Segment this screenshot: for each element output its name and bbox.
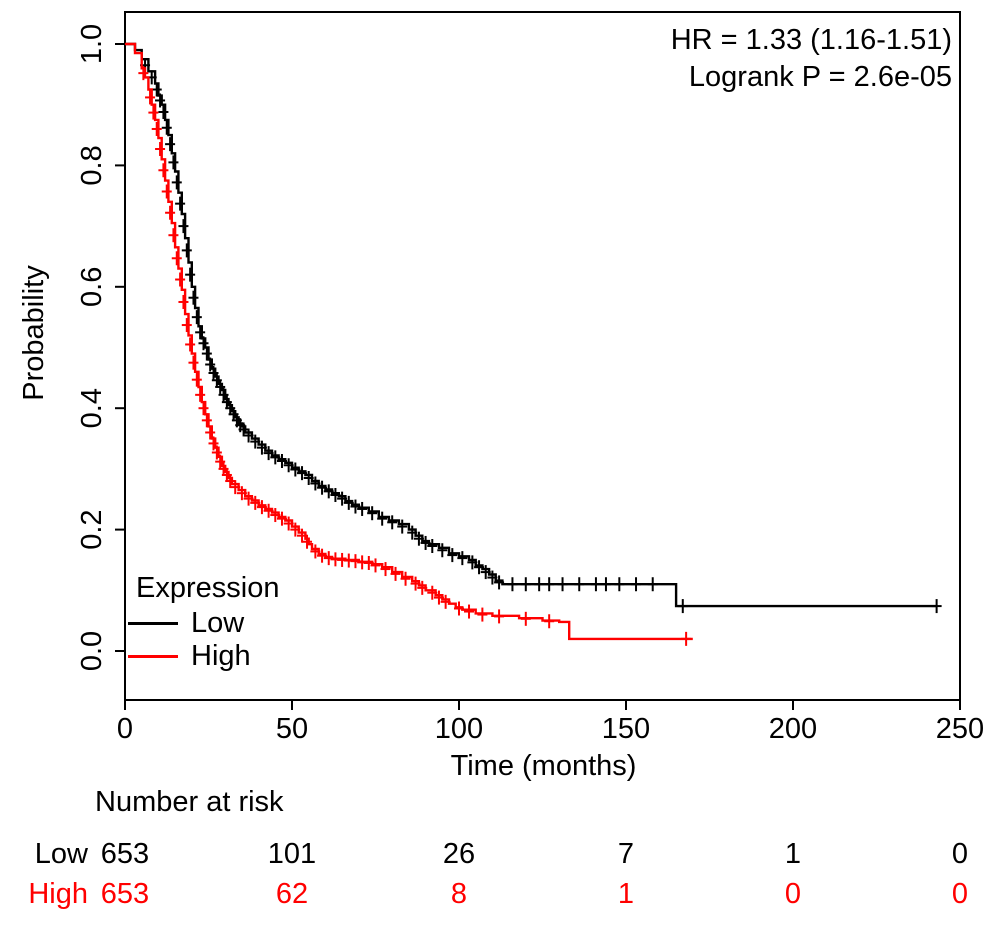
y-tick-label: 0.8 — [76, 145, 108, 185]
risk-value-high-t150: 1 — [617, 878, 635, 910]
risk-value-low-t250: 0 — [951, 838, 969, 870]
risk-value-low-t0: 653 — [100, 838, 150, 870]
x-tick-label: 50 — [276, 713, 308, 745]
risk-value-low-t200: 1 — [784, 838, 802, 870]
plot-border — [124, 11, 961, 701]
legend-line-swatch-low — [128, 622, 178, 625]
y-tick-label: 0.4 — [76, 388, 108, 428]
legend-entry-high: High — [128, 640, 279, 673]
risk-value-low-t150: 7 — [617, 838, 635, 870]
hr-annotation: HR = 1.33 (1.16-1.51) — [670, 24, 952, 56]
risk-row-label-low: Low — [34, 838, 88, 870]
y-tick-label: 0.2 — [76, 509, 108, 549]
risk-value-high-t50: 62 — [275, 878, 309, 910]
legend-label-low: Low — [191, 607, 245, 639]
x-tick-label: 100 — [435, 713, 483, 745]
risk-value-low-t100: 26 — [442, 838, 476, 870]
risk-table-title: Number at risk — [95, 786, 284, 818]
legend-line-swatch-high — [128, 655, 178, 658]
y-tick-label: 0.6 — [76, 267, 108, 307]
risk-value-high-t200: 0 — [784, 878, 802, 910]
y-tick-label: 0.0 — [76, 631, 108, 671]
x-axis-label: Time (months) — [450, 750, 637, 782]
logrank-annotation: Logrank P = 2.6e-05 — [688, 61, 952, 93]
legend-entry-low: Low — [128, 607, 279, 640]
risk-value-high-t250: 0 — [951, 878, 969, 910]
y-tick-label: 1.0 — [76, 24, 108, 64]
survival-curve-high — [125, 42, 693, 641]
risk-value-high-t0: 653 — [100, 878, 150, 910]
risk-row-label-high: High — [28, 878, 88, 910]
x-tick-label: 200 — [769, 713, 817, 745]
risk-value-high-t100: 8 — [450, 878, 468, 910]
x-tick-label: 150 — [602, 713, 650, 745]
y-axis-label: Probability — [18, 265, 50, 401]
risk-value-low-t50: 101 — [267, 838, 317, 870]
survival-curve-low — [125, 42, 937, 608]
legend-label-high: High — [191, 640, 251, 672]
x-tick-label: 0 — [117, 713, 133, 745]
legend: Expression Low High — [128, 572, 279, 673]
legend-title: Expression — [136, 572, 280, 604]
stats-annotation: HR = 1.33 (1.16-1.51) Logrank P = 2.6e-0… — [671, 22, 952, 96]
x-tick-label: 250 — [936, 713, 984, 745]
